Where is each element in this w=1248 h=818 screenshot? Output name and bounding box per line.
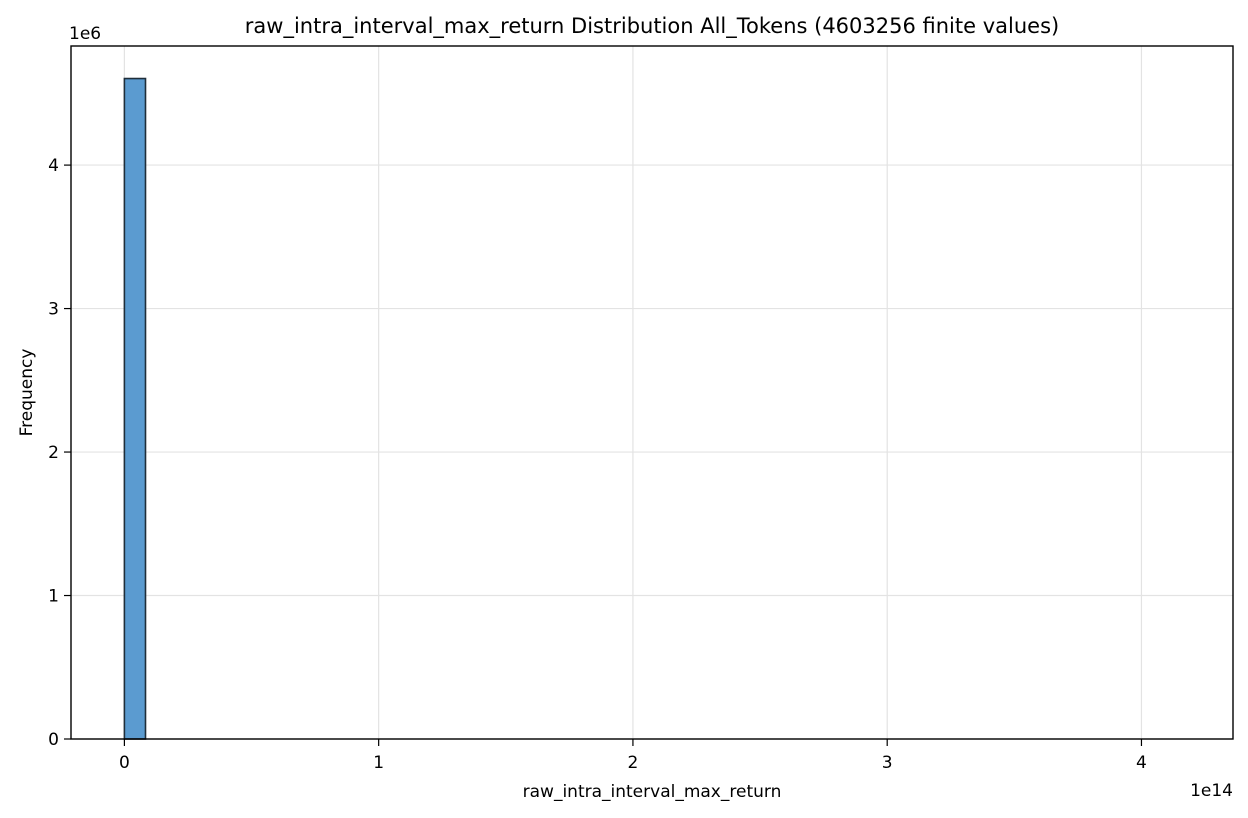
x-offset-label: 1e14 (1190, 781, 1233, 801)
ticks-layer: 0 1 2 3 4 0 1 2 3 4 (48, 156, 1147, 773)
y-tick-label: 0 (48, 730, 59, 750)
x-tick-label: 2 (628, 753, 639, 773)
x-axis-label: raw_intra_interval_max_return (523, 782, 782, 802)
histogram-bar (123, 77, 147, 740)
y-tick-label: 4 (48, 156, 59, 176)
grid-layer (71, 46, 1233, 740)
y-offset-label: 1e6 (69, 24, 101, 44)
x-tick-label: 0 (119, 753, 130, 773)
x-tick-label: 4 (1136, 753, 1147, 773)
bars-layer (123, 77, 147, 740)
plot-frame (70, 45, 1234, 740)
y-tick-label: 1 (48, 587, 59, 607)
chart-title: raw_intra_interval_max_return Distributi… (245, 14, 1059, 39)
y-tick-label: 2 (48, 443, 59, 463)
x-tick-label: 3 (882, 753, 893, 773)
y-axis-label: Frequency (17, 349, 37, 437)
x-tick-label: 1 (373, 753, 384, 773)
y-tick-label: 3 (48, 300, 59, 320)
